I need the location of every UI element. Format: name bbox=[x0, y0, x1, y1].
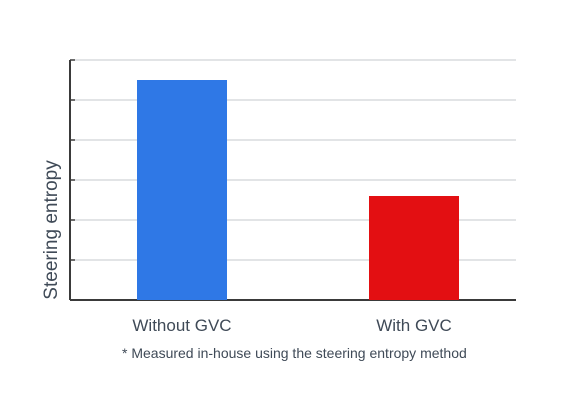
category-label: With GVC bbox=[376, 316, 452, 335]
category-labels: Without GVC With GVC bbox=[132, 316, 451, 335]
bar-with-gvc bbox=[369, 196, 459, 300]
y-axis-label: Steering entropy bbox=[41, 160, 62, 300]
footnote: * Measured in-house using the steering e… bbox=[122, 345, 467, 361]
bars-group bbox=[137, 80, 459, 300]
bar-without-gvc bbox=[137, 80, 227, 300]
category-label: Without GVC bbox=[132, 316, 231, 335]
